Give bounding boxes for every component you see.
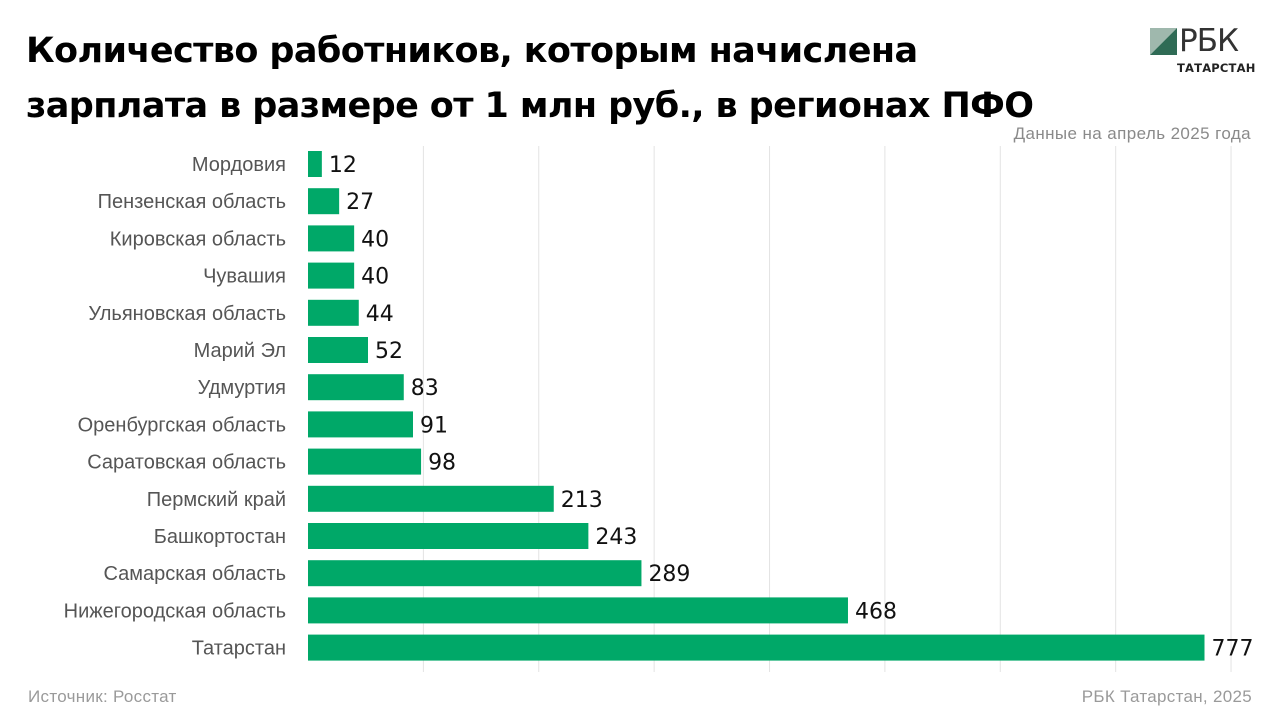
category-label: Чувашия: [203, 266, 286, 288]
bar: [308, 523, 589, 549]
category-label: Удмуртия: [198, 377, 286, 399]
chart-title: Количество работников, которым начислена…: [26, 24, 1126, 134]
value-label: 98: [428, 451, 456, 476]
bar: [308, 448, 422, 475]
category-label: Пензенская область: [98, 191, 286, 213]
value-labels: 12 27 40 40 44 52 83 91 98 213 243 289 468 777: [329, 153, 1254, 662]
value-label: 44: [366, 302, 394, 327]
value-label: 40: [361, 265, 389, 290]
rbc-logo: РБК ТАТАРСТАН: [1150, 23, 1260, 78]
chart-subtitle: Данные на апрель 2025 года: [1013, 124, 1251, 143]
value-label: 40: [361, 227, 389, 252]
value-label: 12: [329, 153, 357, 178]
title-line-1: Количество работников, которым начислена: [26, 31, 918, 71]
bar: [308, 560, 642, 587]
category-label: Саратовская область: [87, 452, 286, 474]
category-label: Марий Эл: [194, 340, 286, 362]
value-label: 243: [595, 525, 637, 550]
bar: [308, 374, 404, 401]
credit-note: РБК Татарстан, 2025: [1081, 687, 1252, 706]
value-label: 468: [855, 599, 897, 624]
logo-text: РБК: [1179, 23, 1239, 59]
bars: [308, 151, 1205, 661]
category-label: Самарская область: [103, 563, 286, 585]
bar: [308, 299, 359, 326]
value-label: 27: [346, 190, 374, 215]
title-line-2: зарплата в размере от 1 млн руб., в реги…: [26, 86, 1034, 126]
logo-subtitle: ТАТАРСТАН: [1177, 61, 1256, 75]
bar: [308, 337, 368, 363]
value-label: 91: [420, 413, 448, 438]
value-label: 52: [375, 339, 403, 364]
bar: [308, 411, 413, 438]
grid-lines: [422, 146, 1232, 672]
category-label: Татарстан: [192, 638, 286, 660]
category-label: Мордовия: [192, 154, 286, 176]
category-label: Башкортостан: [154, 526, 286, 548]
category-label: Кировская область: [110, 228, 286, 250]
category-label: Пермский край: [147, 489, 286, 511]
value-label: 83: [411, 376, 439, 401]
source-note: Источник: Росстат: [28, 687, 177, 706]
category-label: Оренбургская область: [78, 414, 286, 436]
value-label: 213: [561, 488, 603, 513]
bar: [308, 597, 848, 624]
value-label: 289: [648, 562, 690, 587]
bar: [308, 485, 554, 512]
rbc-logo-icon: [1150, 28, 1177, 55]
category-labels: Мордовия Пензенская область Кировская обла…: [64, 154, 286, 660]
bar: [308, 188, 340, 215]
category-label: Нижегородская область: [64, 600, 286, 622]
bar: [308, 262, 355, 289]
bar: [308, 225, 355, 252]
category-label: Ульяновская область: [88, 303, 286, 325]
bar: [308, 151, 322, 177]
value-label: 777: [1212, 637, 1254, 662]
bar: [308, 634, 1205, 661]
